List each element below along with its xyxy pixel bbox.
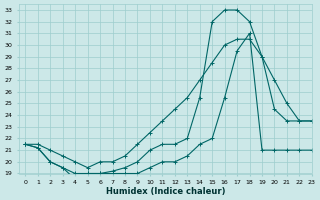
X-axis label: Humidex (Indice chaleur): Humidex (Indice chaleur) <box>106 187 225 196</box>
